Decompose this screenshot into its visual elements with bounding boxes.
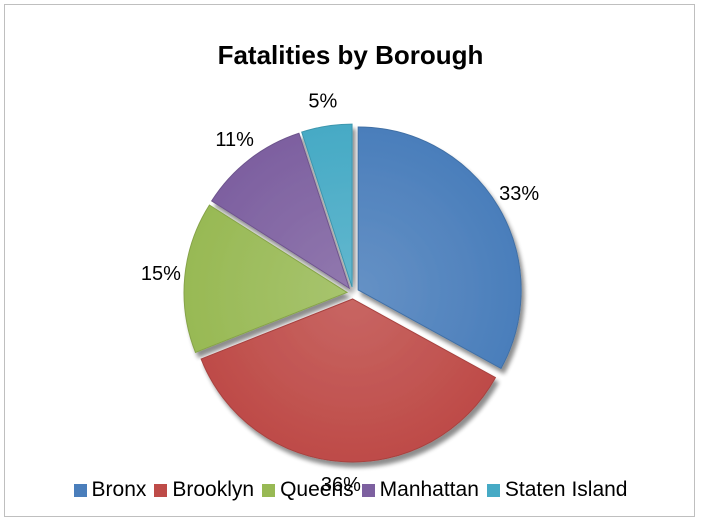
legend-label-bronx: Bronx xyxy=(91,478,147,501)
data-label-brooklyn: 36% xyxy=(321,474,361,496)
chart-legend: Bronx Brooklyn Queens Manhattan Staten Islan… xyxy=(0,478,701,502)
data-label-bronx: 33% xyxy=(499,183,539,205)
pie-slice-brooklyn xyxy=(200,298,497,463)
legend-label-staten-island: Staten Island xyxy=(504,478,628,501)
pie-slice-queens xyxy=(183,204,349,354)
legend-swatch-bronx xyxy=(73,483,87,497)
pie-slice-bronx xyxy=(357,126,522,370)
legend-swatch-brooklyn xyxy=(154,483,168,497)
legend-swatch-manhattan xyxy=(361,483,375,497)
legend-swatch-staten-island xyxy=(486,483,500,497)
legend-label-brooklyn: Brooklyn xyxy=(172,478,255,501)
legend-label-queens: Queens xyxy=(280,478,354,501)
pie-slice-staten-island xyxy=(301,123,353,288)
pie-slice-manhattan xyxy=(211,132,351,290)
data-label-manhattan: 11% xyxy=(215,129,254,151)
legend-item-queens: Queens xyxy=(262,478,354,502)
legend-label-manhattan: Manhattan xyxy=(379,478,479,501)
data-label-staten-island: 5% xyxy=(308,91,337,113)
legend-item-bronx: Bronx xyxy=(73,478,147,502)
legend-item-brooklyn: Brooklyn xyxy=(154,478,254,502)
legend-swatch-queens xyxy=(262,483,276,497)
chart-title: Fatalities by Borough xyxy=(217,40,484,70)
legend-item-manhattan: Manhattan xyxy=(361,478,479,502)
legend-item-staten-island: Staten Island xyxy=(486,478,628,502)
data-label-queens: 15% xyxy=(141,263,181,285)
